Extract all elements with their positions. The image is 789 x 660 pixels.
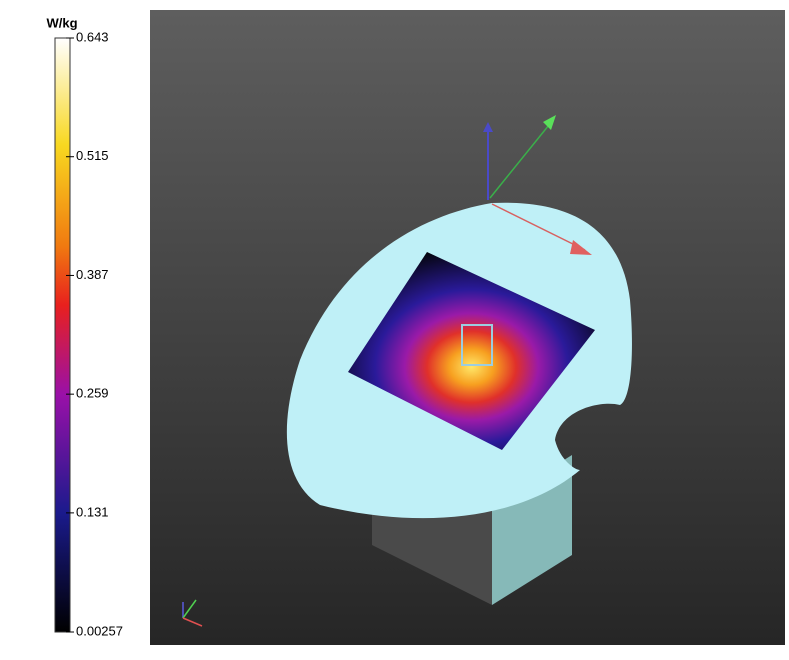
sar-map [348,252,595,450]
arrow [543,115,556,130]
tick-label: 0.131 [76,504,109,519]
colorbar [54,37,71,633]
tick-label: 0.00257 [76,623,123,638]
axis-y [489,119,554,199]
arrow [483,122,493,132]
axis-x [491,203,586,251]
tick-label: 0.259 [76,386,109,401]
tick-label: 0.515 [76,148,109,163]
tick-label: 0.387 [76,267,109,282]
tick-label: 0.643 [76,29,109,44]
orientation-gizmo [182,599,203,627]
colorbar-unit: W/kg [46,15,77,30]
arrow [570,240,592,255]
device [461,324,493,366]
